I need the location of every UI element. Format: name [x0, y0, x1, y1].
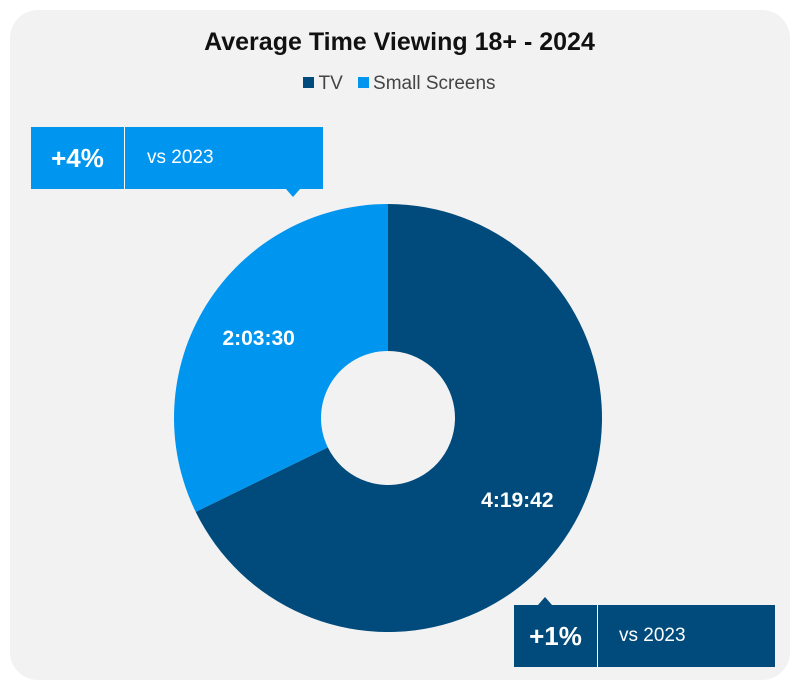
- legend-swatch-tv: [303, 77, 315, 88]
- callout-tv: +1% vs 2023: [514, 597, 775, 667]
- callout-pointer: [286, 189, 300, 197]
- callout-pointer: [538, 597, 552, 605]
- chart-legend: TV Small Screens: [0, 73, 799, 95]
- legend-item-tv[interactable]: TV: [303, 73, 343, 95]
- legend-label-tv: TV: [318, 73, 343, 94]
- chart-title: Average Time Viewing 18+ - 2024: [204, 28, 595, 56]
- slice-small-screens[interactable]: [174, 203, 388, 512]
- legend-item-small-screens[interactable]: Small Screens: [358, 73, 496, 95]
- callout-tv-pct: +1%: [529, 621, 582, 651]
- slice-label-small-screens: 2:03:30: [222, 327, 294, 350]
- callout-small-screens: +4% vs 2023: [31, 127, 323, 197]
- callout-divider: [124, 127, 125, 189]
- callout-small-screens-pct: +4%: [51, 143, 104, 173]
- slice-tv[interactable]: [195, 204, 602, 632]
- legend-label-small-screens: Small Screens: [373, 73, 496, 94]
- legend-swatch-small-screens: [358, 77, 370, 88]
- callout-divider: [597, 605, 598, 667]
- slice-label-tv: 4:19:42: [481, 489, 553, 512]
- callout-small-screens-vs: vs 2023: [147, 147, 214, 168]
- callout-tv-vs: vs 2023: [619, 625, 686, 646]
